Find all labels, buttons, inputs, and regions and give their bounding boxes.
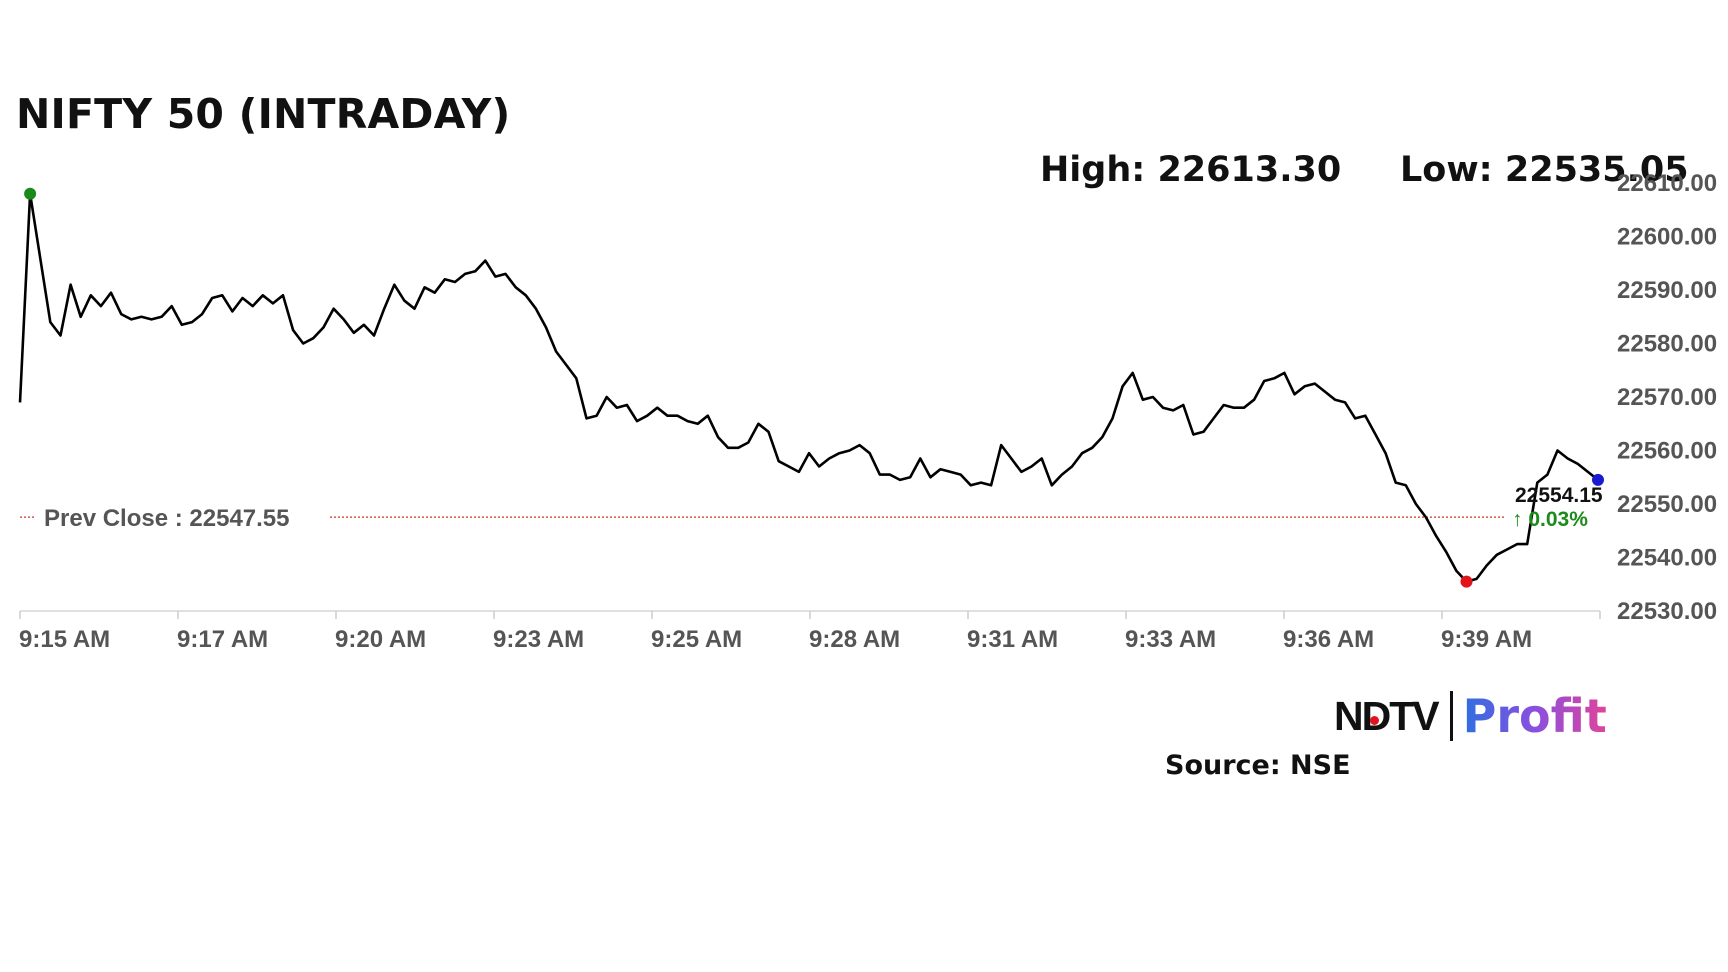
last-value-label: 22554.15	[1515, 484, 1603, 507]
logo-profit-text: Profit	[1462, 689, 1607, 743]
y-tick-label: 22590.00	[1617, 277, 1717, 304]
x-tick-label: 9:39 AM	[1441, 626, 1532, 653]
prev-close-label: Prev Close : 22547.55	[44, 505, 290, 532]
x-tick-label: 9:17 AM	[177, 626, 268, 653]
day-high-label: High: 22613.30	[1040, 150, 1342, 190]
y-axis-labels: 22610.00 22600.00 22590.00 22580.00 22570.00…	[1617, 170, 1717, 625]
y-tick-label: 22610.00	[1617, 170, 1717, 197]
x-tick-label: 9:31 AM	[967, 626, 1058, 653]
x-tick-label: 9:36 AM	[1283, 626, 1374, 653]
logo-dot-icon	[1370, 716, 1379, 725]
day-low-label: Low: 22535.05	[1400, 150, 1689, 190]
x-axis-ticks	[19, 611, 1601, 619]
y-tick-label: 22600.00	[1617, 224, 1717, 251]
x-tick-label: 9:33 AM	[1125, 626, 1216, 653]
price-line	[18, 192, 1599, 583]
last-price-marker	[1592, 473, 1604, 486]
logo-ndtv-text: NDTV	[1334, 692, 1440, 739]
y-tick-label: 22580.00	[1617, 331, 1717, 358]
series-group	[18, 187, 1604, 588]
source-note: Source: NSE	[1165, 750, 1351, 781]
x-tick-label: 9:23 AM	[493, 626, 584, 653]
y-tick-label: 22570.00	[1617, 384, 1717, 411]
ndtv-profit-logo: NDTV Profit	[1334, 689, 1607, 743]
logo-divider	[1449, 691, 1453, 741]
low-marker	[1460, 575, 1473, 588]
x-tick-label: 9:25 AM	[651, 626, 742, 653]
y-tick-label: 22530.00	[1617, 598, 1717, 625]
x-tick-label: 9:28 AM	[809, 626, 900, 653]
x-tick-label: 9:20 AM	[335, 626, 426, 653]
x-tick-label: 9:15 AM	[19, 626, 110, 653]
y-tick-label: 22560.00	[1617, 438, 1717, 465]
y-tick-label: 22550.00	[1617, 491, 1717, 518]
chart-title: NIFTY 50 (INTRADAY)	[16, 90, 511, 138]
y-tick-label: 22540.00	[1617, 545, 1717, 572]
change-percent-label: ↑ 0.03%	[1512, 508, 1588, 531]
x-axis-labels: 9:15 AM 9:17 AM 9:20 AM 9:23 AM 9:25 AM 9:28 …	[19, 626, 1532, 653]
high-marker	[24, 187, 37, 200]
